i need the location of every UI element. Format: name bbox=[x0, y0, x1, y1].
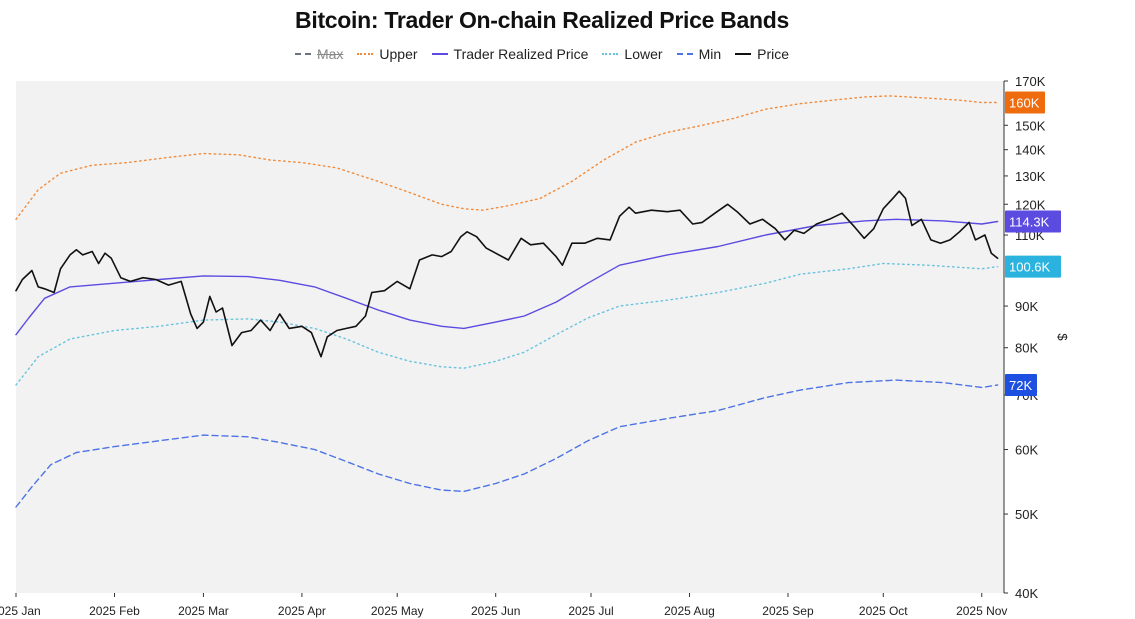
x-tick-label: 2025 Apr bbox=[278, 604, 326, 618]
y-tick-label: 90K bbox=[1015, 299, 1038, 314]
x-tick-label: 2025 Mar bbox=[178, 604, 229, 618]
y-tick-label: 120K bbox=[1015, 197, 1046, 212]
series-line-lower bbox=[15, 262, 999, 386]
y-tick-label: 150K bbox=[1015, 118, 1046, 133]
x-tick-label: 2025 Jun bbox=[471, 604, 520, 618]
legend-swatch bbox=[431, 53, 448, 55]
last-value-label-upper: 160K bbox=[1009, 95, 1040, 110]
last-value-label-lower: 100.6K bbox=[1009, 260, 1051, 275]
last-value-badge-min bbox=[1005, 374, 1037, 397]
series-line-upper bbox=[15, 95, 999, 220]
x-tick-label: 2025 Feb bbox=[89, 604, 140, 618]
x-tick-label: 2025 Jul bbox=[568, 604, 613, 618]
last-value-badge-upper bbox=[1005, 91, 1045, 114]
x-tick-label: 2025 Jan bbox=[0, 604, 41, 618]
last-value-badge-trader-realized-price bbox=[1005, 210, 1061, 233]
y-axis-label: $ bbox=[1055, 333, 1070, 341]
legend-label: Upper bbox=[379, 46, 418, 62]
x-tick-label: 2025 Aug bbox=[664, 604, 715, 618]
y-tick-label: 60K bbox=[1015, 443, 1038, 458]
legend-label: Lower bbox=[624, 46, 663, 62]
legend-swatch bbox=[602, 53, 619, 55]
legend-item-trader-realized-price[interactable]: Trader Realized Price bbox=[431, 46, 589, 62]
legend-item-lower[interactable]: Lower bbox=[602, 46, 663, 62]
last-value-label-min: 72K bbox=[1009, 378, 1032, 393]
series-line-trader-realized-price bbox=[15, 218, 999, 336]
legend-label: Price bbox=[757, 46, 790, 62]
last-value-label-trader-realized-price: 114.3K bbox=[1009, 214, 1050, 229]
legend-label: Max bbox=[316, 46, 344, 62]
y-tick-label: 40K bbox=[1015, 586, 1038, 601]
legend-swatch bbox=[357, 53, 374, 55]
legend-label: Min bbox=[698, 46, 722, 62]
y-tick-label: 140K bbox=[1015, 143, 1046, 158]
plot-area bbox=[16, 81, 1004, 593]
legend-swatch bbox=[676, 53, 693, 55]
y-tick-label: 170K bbox=[1015, 74, 1046, 89]
legend-item-upper[interactable]: Upper bbox=[357, 46, 418, 62]
legend-label: Trader Realized Price bbox=[453, 46, 589, 62]
legend-item-max[interactable]: Max bbox=[294, 46, 344, 62]
last-value-badge-lower bbox=[1005, 255, 1061, 278]
legend-swatch bbox=[735, 53, 752, 55]
y-tick-label: 80K bbox=[1015, 341, 1038, 356]
series-line-price bbox=[15, 190, 999, 358]
series-line-min bbox=[15, 379, 999, 508]
chart-legend: Max Upper Trader Realized Price Lower Min Pri… bbox=[0, 46, 1084, 62]
legend-item-price[interactable]: Price bbox=[735, 46, 789, 62]
y-tick-label: 130K bbox=[1015, 169, 1046, 184]
chart-title: Bitcoin: Trader On-chain Realized Price … bbox=[295, 7, 789, 33]
legend-swatch bbox=[294, 53, 311, 55]
legend-item-min[interactable]: Min bbox=[676, 46, 722, 62]
x-tick-label: 2025 Oct bbox=[859, 604, 908, 618]
x-tick-label: 2025 Nov bbox=[956, 604, 1007, 618]
x-tick-label: 2025 May bbox=[371, 604, 424, 618]
x-tick-label: 2025 Sep bbox=[762, 604, 814, 618]
y-tick-label: 50K bbox=[1015, 507, 1038, 522]
